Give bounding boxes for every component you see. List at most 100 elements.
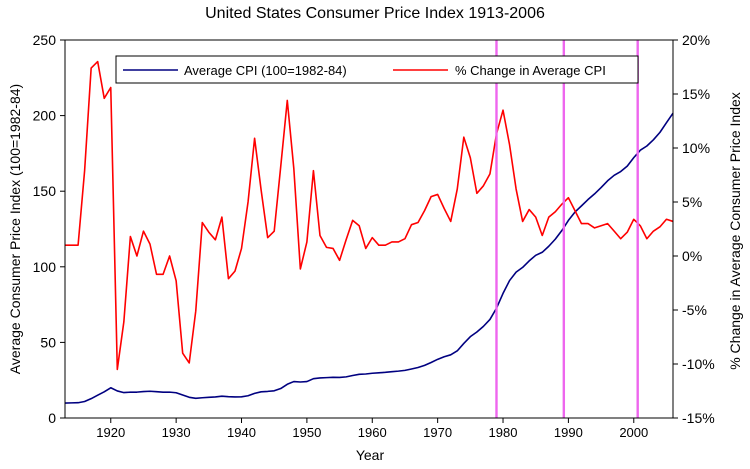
data-point-pct xyxy=(424,210,426,212)
data-point-pct xyxy=(110,87,112,89)
data-point-pct xyxy=(574,210,576,212)
data-point-cpi xyxy=(90,398,92,400)
data-point-pct xyxy=(580,223,582,225)
data-point-cpi xyxy=(345,376,347,378)
data-point-cpi xyxy=(214,396,216,398)
x-tick-label: 2000 xyxy=(619,425,648,440)
data-point-cpi xyxy=(443,356,445,358)
data-point-pct xyxy=(97,61,99,63)
legend-box xyxy=(115,55,639,84)
data-point-cpi xyxy=(352,375,354,377)
data-point-cpi xyxy=(332,376,334,378)
y-axis-label: Average Consumer Price Index (100=1982-8… xyxy=(7,84,23,374)
data-point-pct xyxy=(142,230,144,232)
data-point-pct xyxy=(221,216,223,218)
data-point-pct xyxy=(535,216,537,218)
data-point-pct xyxy=(306,241,308,243)
data-point-cpi xyxy=(450,354,452,356)
data-point-cpi xyxy=(594,193,596,195)
data-point-pct xyxy=(208,231,210,233)
data-point-cpi xyxy=(312,378,314,380)
data-point-pct xyxy=(482,185,484,187)
data-point-cpi xyxy=(548,245,550,247)
data-point-pct xyxy=(273,230,275,232)
x-axis-label: Year xyxy=(356,447,385,463)
y2-tick-label: 10% xyxy=(682,140,710,156)
data-point-pct xyxy=(345,239,347,241)
data-point-pct xyxy=(528,209,530,211)
data-point-pct xyxy=(620,238,622,240)
data-point-cpi xyxy=(613,174,615,176)
legend: Average CPI (100=1982-84) % Change in Av… xyxy=(115,55,639,84)
data-point-cpi xyxy=(561,230,563,232)
data-point-pct xyxy=(319,234,321,236)
data-point-cpi xyxy=(260,391,262,393)
data-point-cpi xyxy=(306,381,308,383)
data-point-cpi xyxy=(129,391,131,393)
data-point-pct xyxy=(136,255,138,257)
vertical-markers xyxy=(495,40,639,418)
data-point-cpi xyxy=(535,254,537,256)
plot-frame xyxy=(64,39,674,419)
data-point-pct xyxy=(450,220,452,222)
right-y-axis-ticks: -15% -10% -5% 0% 5% 10% 15% 20% xyxy=(673,32,715,426)
data-point-pct xyxy=(162,273,164,275)
data-point-pct xyxy=(659,226,661,228)
data-point-cpi xyxy=(358,373,360,375)
data-point-cpi xyxy=(221,395,223,397)
data-point-pct xyxy=(116,368,118,370)
data-point-pct xyxy=(293,168,295,170)
data-point-cpi xyxy=(280,388,282,390)
data-point-cpi xyxy=(554,238,556,240)
data-point-cpi xyxy=(567,219,569,221)
x-axis-ticks: 1920 1930 1940 1950 1960 1970 1980 1990 2000 xyxy=(96,418,648,440)
data-point-pct xyxy=(234,270,236,272)
data-point-pct xyxy=(123,321,125,323)
data-point-pct xyxy=(214,239,216,241)
data-point-cpi xyxy=(502,292,504,294)
data-point-cpi xyxy=(476,331,478,333)
data-point-pct xyxy=(156,273,158,275)
y-tick-label: 0 xyxy=(48,410,56,426)
data-point-cpi xyxy=(319,377,321,379)
data-point-pct xyxy=(561,203,563,205)
data-point-cpi xyxy=(404,369,406,371)
series-line-pct xyxy=(65,60,674,371)
data-point-pct xyxy=(332,247,334,249)
legend-label-cpi: Average CPI (100=1982-84) xyxy=(184,63,347,78)
data-point-pct xyxy=(260,189,262,191)
data-point-pct xyxy=(652,230,654,232)
y2-axis-label: % Change in Average Consumer Price Index xyxy=(727,92,743,370)
data-point-pct xyxy=(365,247,367,249)
data-point-cpi xyxy=(110,387,112,389)
data-point-cpi xyxy=(528,260,530,262)
data-point-cpi xyxy=(254,392,256,394)
data-point-cpi xyxy=(665,122,667,124)
data-point-pct xyxy=(397,241,399,243)
data-point-cpi xyxy=(430,362,432,364)
data-point-pct xyxy=(633,218,635,220)
x-tick-label: 1990 xyxy=(554,425,583,440)
x-tick-label: 1940 xyxy=(227,425,256,440)
data-point-cpi xyxy=(97,394,99,396)
data-point-cpi xyxy=(142,391,144,393)
data-point-pct xyxy=(541,234,543,236)
data-point-cpi xyxy=(326,377,328,379)
data-point-pct xyxy=(241,247,243,249)
data-point-pct xyxy=(201,222,203,224)
data-point-cpi xyxy=(371,372,373,374)
data-point-pct xyxy=(443,207,445,209)
data-point-pct xyxy=(280,165,282,167)
data-point-pct xyxy=(384,244,386,246)
data-point-pct xyxy=(437,193,439,195)
x-tick-label: 1930 xyxy=(162,425,191,440)
data-point-cpi xyxy=(293,381,295,383)
data-point-pct xyxy=(410,224,412,226)
y-tick-label: 200 xyxy=(33,108,57,124)
data-point-cpi xyxy=(267,390,269,392)
data-point-pct xyxy=(175,280,177,282)
series-layer xyxy=(64,60,674,404)
data-point-pct xyxy=(326,246,328,248)
x-tick-label: 1980 xyxy=(489,425,518,440)
data-point-cpi xyxy=(84,401,86,403)
